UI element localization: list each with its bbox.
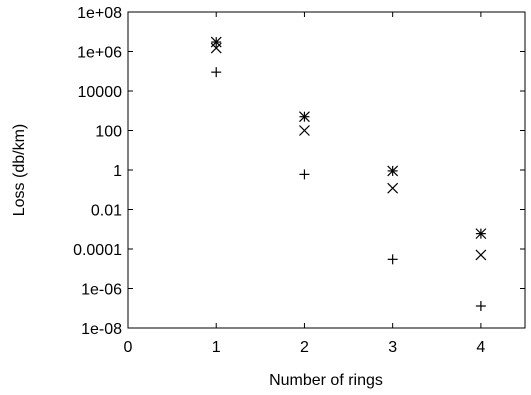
star-marker (299, 111, 310, 123)
y-tick-label: 1 (113, 163, 122, 180)
x-axis-title: Number of rings (269, 372, 383, 389)
data-points (210, 36, 487, 311)
y-tick-label: 0.0001 (73, 242, 122, 259)
star-marker (387, 165, 399, 177)
y-tick-label: 10000 (78, 84, 123, 101)
x-tick-label: 3 (388, 339, 397, 356)
x-tick-label: 0 (124, 339, 133, 356)
y-tick-label: 1e+06 (77, 45, 122, 62)
cross-marker (210, 42, 222, 54)
y-tick-label: 0.01 (91, 203, 122, 220)
star-marker (210, 36, 222, 48)
cross-marker (387, 182, 399, 194)
y-tick-label: 1e-08 (81, 321, 122, 338)
plot-frame (127, 11, 526, 329)
x-axis: 0 1 2 3 4 (124, 12, 485, 356)
y-tick-label: 100 (95, 124, 122, 141)
plus-marker (211, 67, 222, 78)
y-tick-label: 1e+08 (77, 5, 122, 22)
star-marker (475, 228, 487, 240)
plus-marker (475, 300, 486, 311)
x-tick-label: 1 (212, 339, 221, 356)
x-tick-label: 4 (476, 339, 485, 356)
plus-marker (387, 254, 398, 265)
x-tick-label: 2 (300, 339, 309, 356)
cross-marker (475, 249, 487, 261)
cross-marker (299, 125, 310, 136)
plus-marker (299, 169, 310, 180)
y-axis: 1e-08 1e-06 0.0001 0.01 1 100 10000 1e+06 1e+08 (73, 5, 525, 338)
y-tick-label: 1e-06 (81, 282, 122, 299)
y-axis-title: Loss (db/km) (11, 124, 28, 216)
